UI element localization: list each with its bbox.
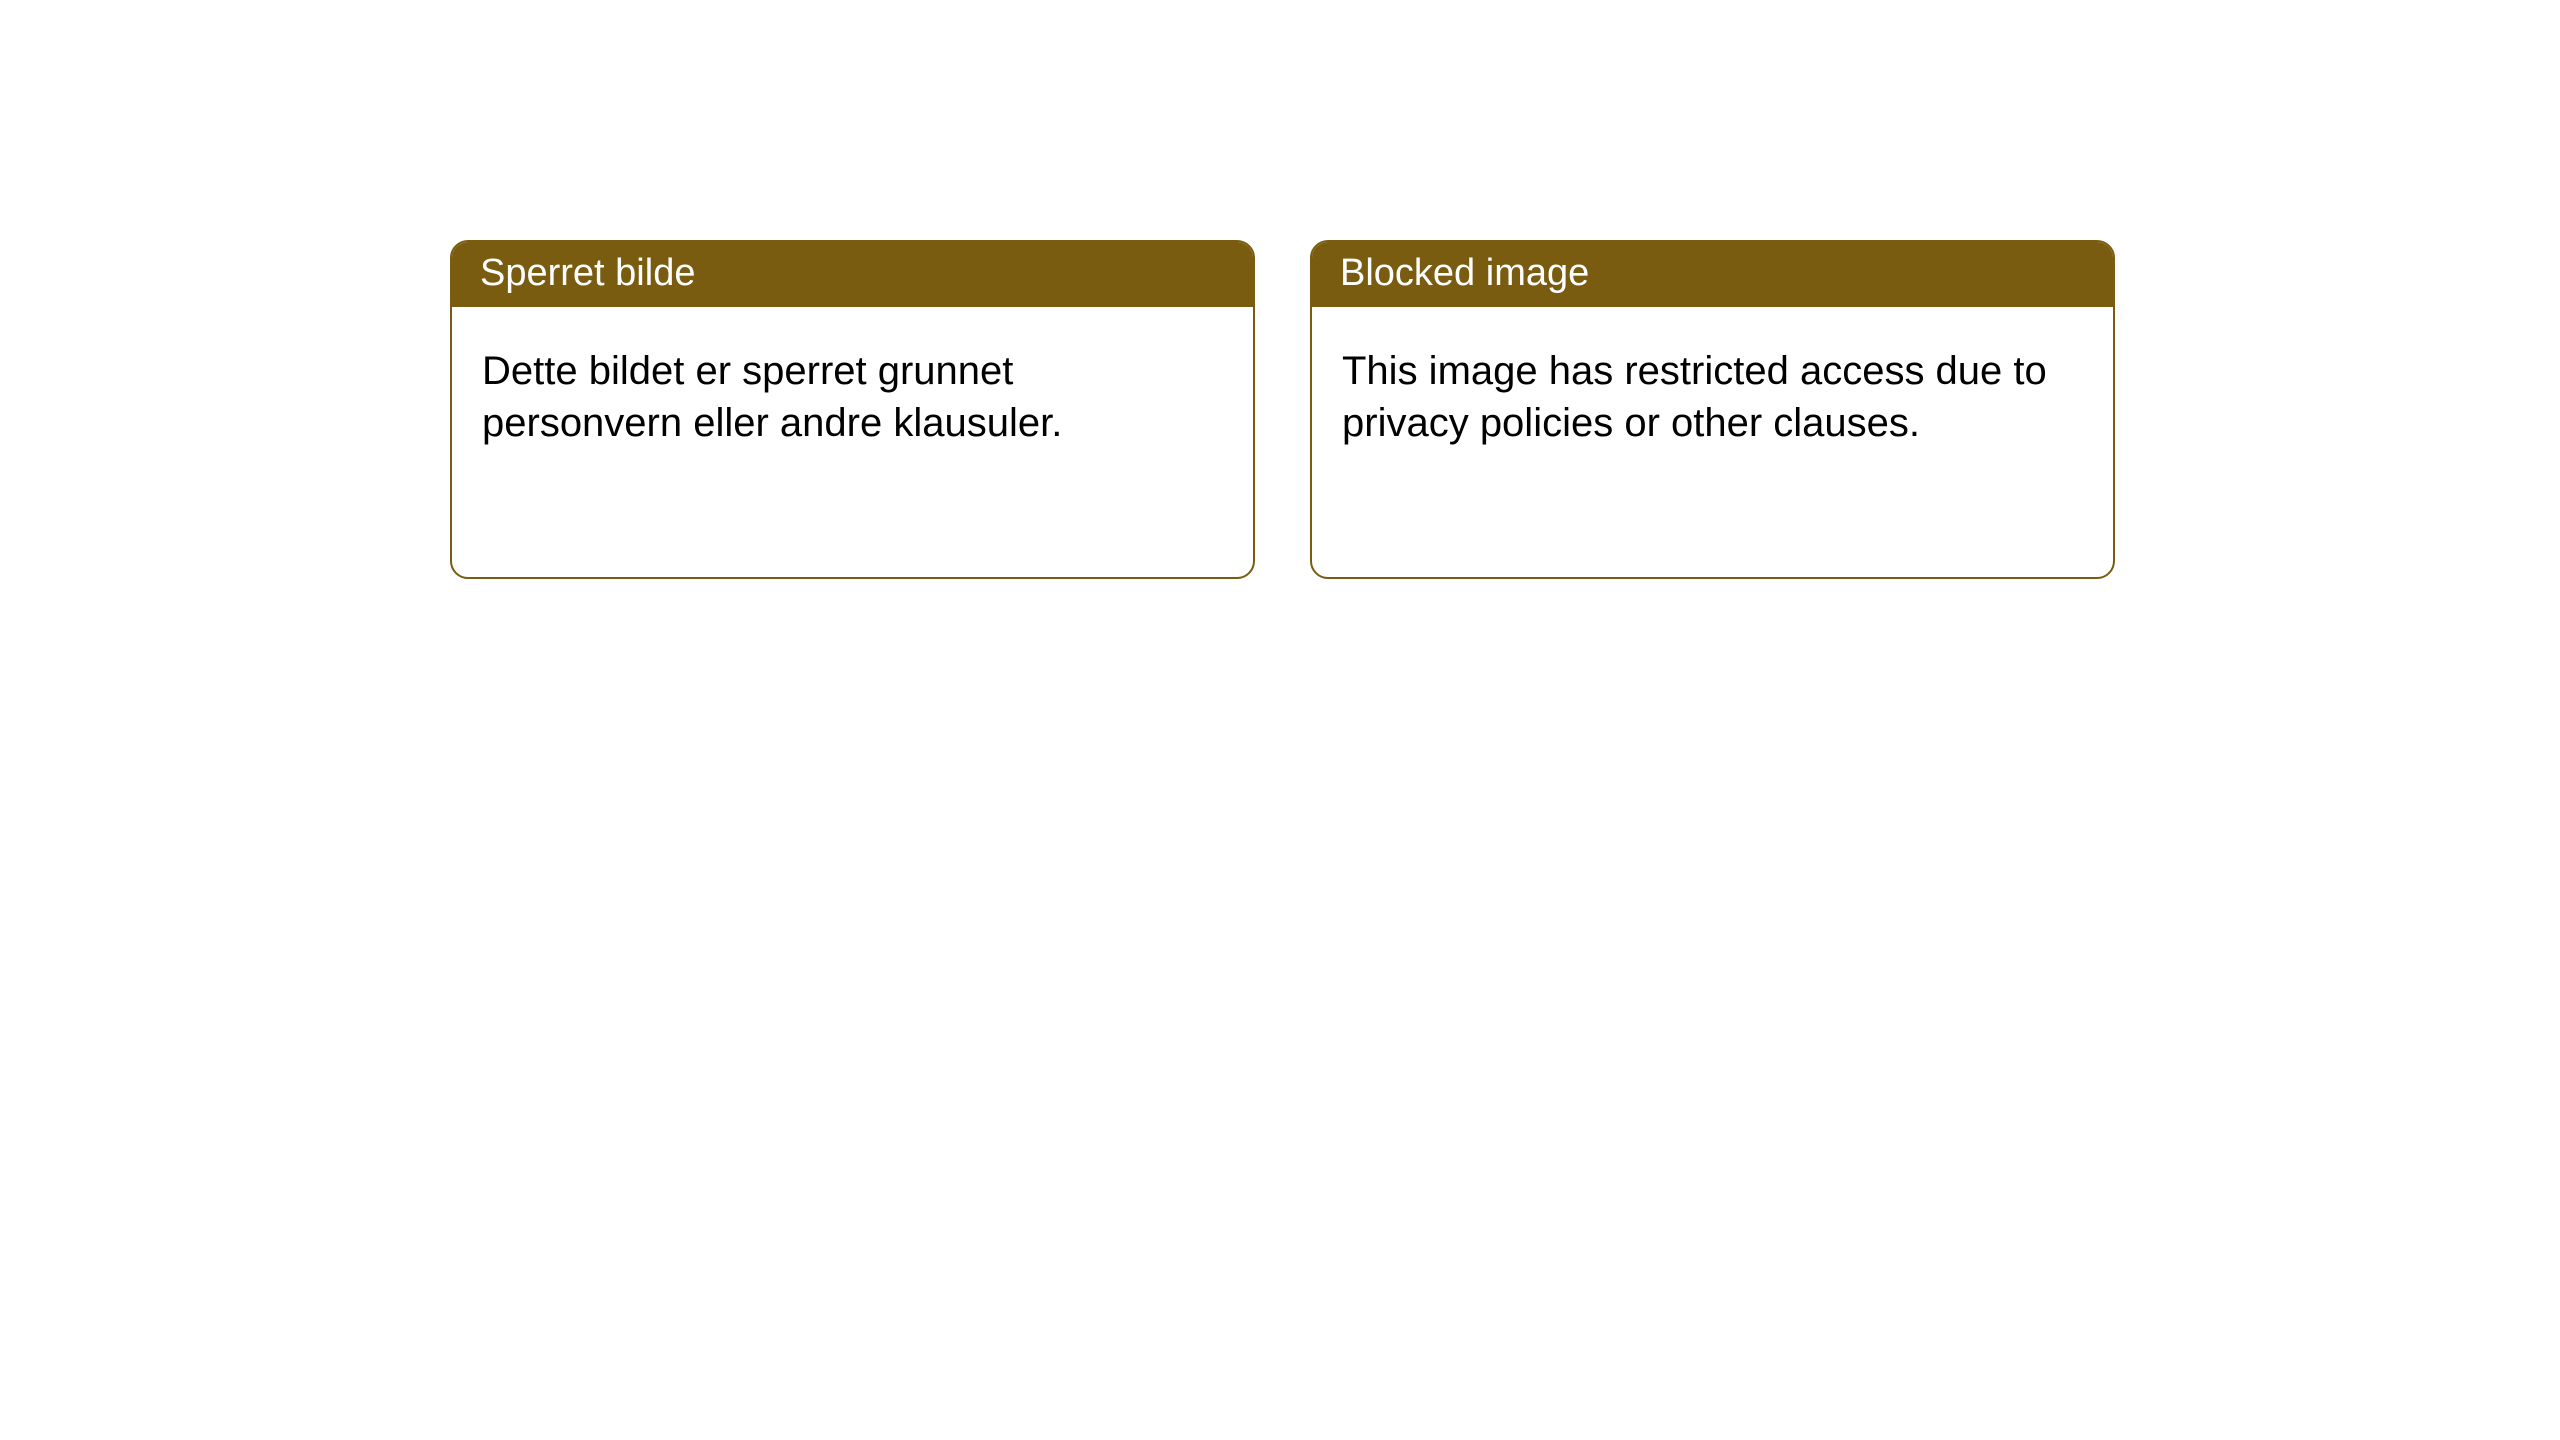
notice-cards-container: Sperret bilde Dette bildet er sperret gr… <box>0 0 2560 579</box>
card-title: Blocked image <box>1312 242 2113 307</box>
card-body-text: Dette bildet er sperret grunnet personve… <box>452 307 1253 577</box>
blocked-image-card-no: Sperret bilde Dette bildet er sperret gr… <box>450 240 1255 579</box>
blocked-image-card-en: Blocked image This image has restricted … <box>1310 240 2115 579</box>
card-title: Sperret bilde <box>452 242 1253 307</box>
card-body-text: This image has restricted access due to … <box>1312 307 2113 577</box>
